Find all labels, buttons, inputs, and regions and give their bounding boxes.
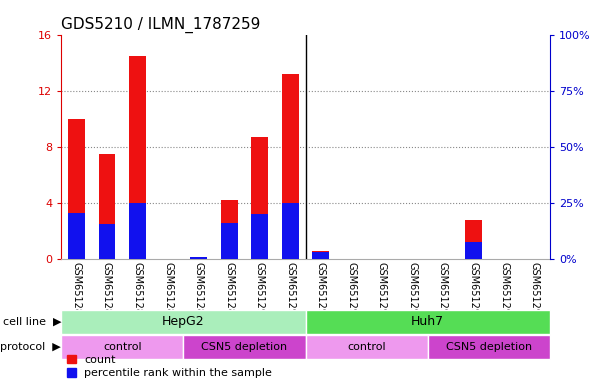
FancyBboxPatch shape — [61, 334, 183, 359]
Legend: count, percentile rank within the sample: count, percentile rank within the sample — [67, 355, 273, 379]
Text: HepG2: HepG2 — [162, 315, 205, 328]
Bar — [68, 213, 85, 259]
Bar — [221, 200, 238, 259]
Bar — [251, 137, 268, 259]
Bar — [129, 203, 146, 259]
Text: CSN5 depletion: CSN5 depletion — [202, 341, 287, 352]
Bar — [465, 220, 482, 259]
Bar — [129, 56, 146, 259]
Text: control: control — [347, 341, 386, 352]
Bar — [465, 242, 482, 259]
Bar — [282, 74, 299, 259]
Bar — [68, 119, 85, 259]
FancyBboxPatch shape — [61, 310, 306, 334]
FancyBboxPatch shape — [428, 334, 550, 359]
Text: protocol  ▶: protocol ▶ — [1, 341, 61, 352]
Text: cell line  ▶: cell line ▶ — [2, 316, 61, 327]
Text: control: control — [103, 341, 142, 352]
Bar — [98, 154, 115, 259]
Bar — [221, 223, 238, 259]
Bar — [190, 257, 207, 259]
Bar — [312, 251, 329, 259]
FancyBboxPatch shape — [306, 310, 550, 334]
Bar — [98, 224, 115, 259]
Bar — [312, 252, 329, 259]
Bar — [251, 214, 268, 259]
FancyBboxPatch shape — [306, 334, 428, 359]
Text: Huh7: Huh7 — [411, 315, 444, 328]
Text: CSN5 depletion: CSN5 depletion — [446, 341, 532, 352]
Bar — [190, 257, 207, 259]
Text: GDS5210 / ILMN_1787259: GDS5210 / ILMN_1787259 — [61, 17, 260, 33]
FancyBboxPatch shape — [183, 334, 306, 359]
Bar — [282, 203, 299, 259]
